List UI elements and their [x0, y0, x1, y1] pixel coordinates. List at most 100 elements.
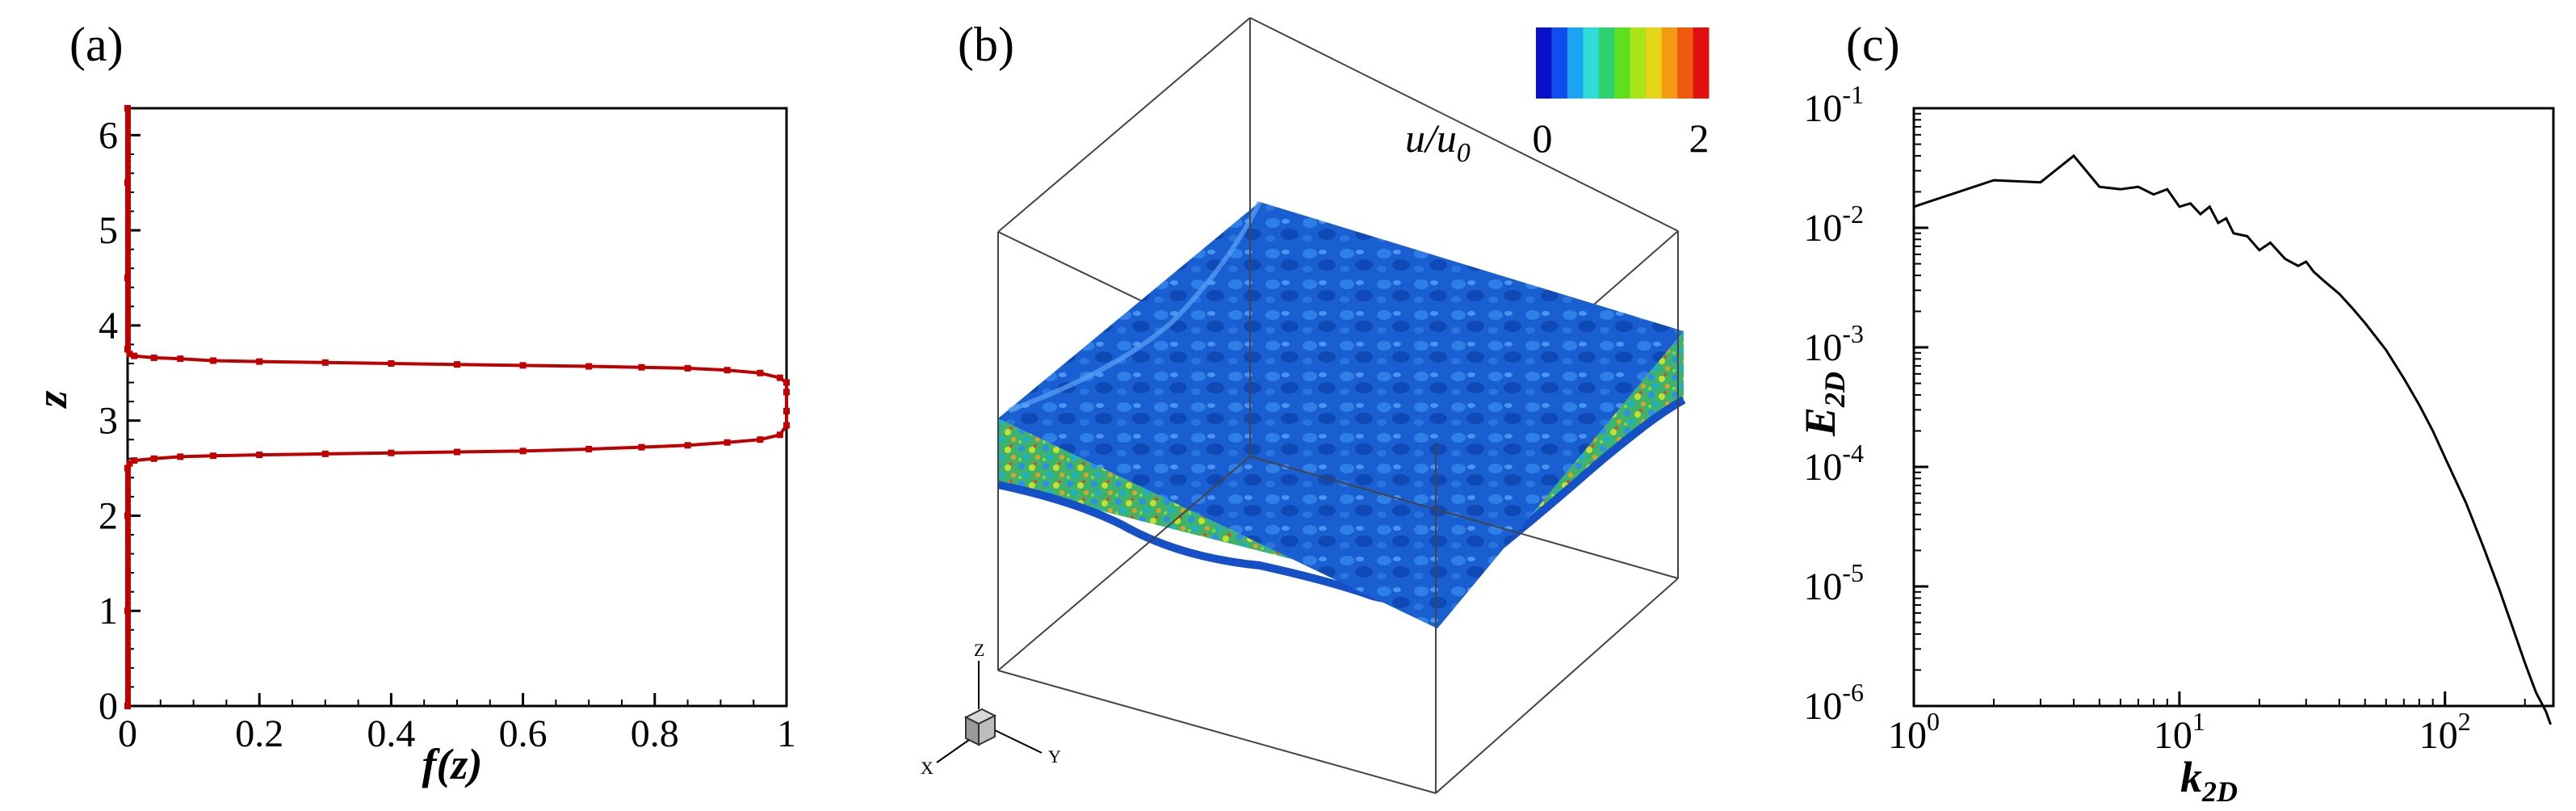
- profile-marker: [125, 697, 131, 704]
- profile-marker: [125, 250, 131, 256]
- profile-marker: [125, 187, 131, 193]
- colorbar-variable-main: u/u: [1405, 116, 1457, 161]
- colorbar-swatch: [1614, 27, 1631, 99]
- panel-a-y-tick-label: 5: [99, 209, 118, 252]
- panel-c-y-tick-label: 10-5: [1803, 558, 1864, 608]
- profile-marker: [125, 669, 131, 675]
- profile-marker: [125, 129, 131, 136]
- profile-marker: [454, 361, 460, 368]
- profile-marker: [125, 226, 131, 233]
- profile-marker: [125, 635, 131, 641]
- panel-c-y-tick-label: 10-1: [1803, 80, 1864, 130]
- profile-marker: [125, 306, 131, 313]
- profile-marker: [125, 312, 131, 318]
- panel-c-x-axis-label-sub: 2D: [2201, 775, 2238, 808]
- profile-marker: [684, 364, 691, 372]
- profile-marker: [124, 512, 131, 519]
- profile-marker: [125, 498, 131, 504]
- profile-marker: [124, 703, 131, 709]
- profile-marker: [125, 520, 131, 527]
- profile-marker: [321, 359, 329, 366]
- profile-marker: [125, 146, 131, 153]
- profile-marker: [125, 566, 131, 573]
- colorbar-max-label: 2: [1689, 116, 1710, 161]
- profile-marker: [724, 367, 731, 374]
- panel-a-label: (a): [69, 18, 124, 71]
- profile-marker: [125, 589, 131, 595]
- triad-y-label: Y: [1048, 746, 1061, 767]
- profile-marker: [124, 464, 131, 472]
- panel-c-y-ticks: 10-6 10-5 10-4 10-3 10-2 10-1: [1803, 80, 1928, 728]
- profile-marker: [125, 170, 131, 176]
- profile-marker: [256, 358, 263, 365]
- colorbar-variable-sub: 0: [1457, 138, 1471, 168]
- profile-marker: [125, 330, 131, 336]
- profile-marker: [125, 198, 131, 204]
- profile-marker: [125, 317, 131, 324]
- profile-marker: [125, 158, 131, 165]
- profile-marker: [321, 450, 329, 457]
- profile-marker: [125, 549, 131, 556]
- panel-a: (a) 0 1 2 3 4 5 6 0 0.2 0.4 0.6 0.8 1 f(z) z: [27, 18, 796, 788]
- panel-a-x-tick-label: 0: [118, 712, 137, 755]
- profile-marker: [125, 204, 131, 210]
- triad-cube-right: [978, 714, 996, 746]
- panel-a-y-tick-label: 6: [99, 114, 118, 157]
- profile-marker: [125, 555, 131, 561]
- panel-a-x-tick-label: 0.6: [499, 712, 548, 755]
- profile-marker: [125, 209, 131, 216]
- panel-c-y-tick-label: 10-3: [1803, 319, 1864, 369]
- profile-marker: [724, 439, 731, 446]
- panel-a-x-tick-label: 0.8: [631, 712, 679, 755]
- profile-marker: [125, 658, 131, 664]
- profile-marker: [177, 453, 184, 460]
- profile-marker: [131, 457, 138, 464]
- profile-marker: [125, 278, 131, 284]
- colorbar-swatch: [1598, 27, 1615, 99]
- profile-marker: [125, 284, 131, 290]
- panel-a-x-axis-label: f(z): [422, 740, 483, 788]
- profile-marker: [125, 532, 131, 538]
- profile-marker: [125, 267, 131, 273]
- triad-x-axis: [936, 739, 970, 763]
- panel-c-x-tick-label: 100: [1888, 707, 1940, 757]
- panel-a-y-tick-label: 2: [99, 494, 118, 537]
- profile-marker: [585, 363, 593, 370]
- profile-marker: [125, 238, 131, 245]
- panel-c-plot-area: [1913, 153, 2553, 725]
- profile-marker: [783, 379, 790, 386]
- panel-c-y-tick-label: 10-4: [1803, 439, 1864, 489]
- panel-c-frame: [1912, 107, 2555, 708]
- profile-marker: [124, 274, 131, 281]
- profile-marker: [125, 221, 131, 227]
- colorbar-swatch: [1551, 27, 1568, 99]
- profile-marker: [125, 324, 131, 330]
- panel-a-y-tick-label: 3: [99, 400, 118, 443]
- panel-c-y-tick-label: 10-6: [1803, 678, 1864, 728]
- triad-z-label: Z: [974, 640, 984, 660]
- profile-marker: [125, 646, 131, 653]
- panel-c-y-axis-label-sub: 2D: [1819, 372, 1851, 408]
- profile-marker: [125, 503, 131, 510]
- panel-c-x-tick-label: 101: [2154, 707, 2205, 757]
- panel-c-label: (c): [1846, 18, 1900, 71]
- colorbar-swatch: [1536, 27, 1552, 99]
- colorbar-swatch: [1630, 27, 1647, 99]
- colorbar-swatch: [1693, 27, 1710, 99]
- profile-marker: [125, 118, 131, 124]
- panel-c-y-tick-label: 10-2: [1803, 200, 1864, 250]
- profile-marker: [783, 422, 790, 429]
- profile-marker: [210, 452, 217, 460]
- profile-marker: [125, 578, 131, 584]
- profile-marker: [125, 232, 131, 238]
- profile-marker: [150, 354, 157, 361]
- profile-marker: [177, 355, 184, 363]
- spectrum-line: [1913, 153, 2553, 725]
- profile-marker: [757, 369, 764, 376]
- profile-marker: [125, 526, 131, 532]
- profile-marker: [125, 492, 131, 498]
- panel-c-x-axis-label: k2D: [2180, 753, 2238, 808]
- colorbar-swatch: [1567, 27, 1584, 99]
- panel-a-y-ticks: 0 1 2 3 4 5 6: [99, 114, 141, 728]
